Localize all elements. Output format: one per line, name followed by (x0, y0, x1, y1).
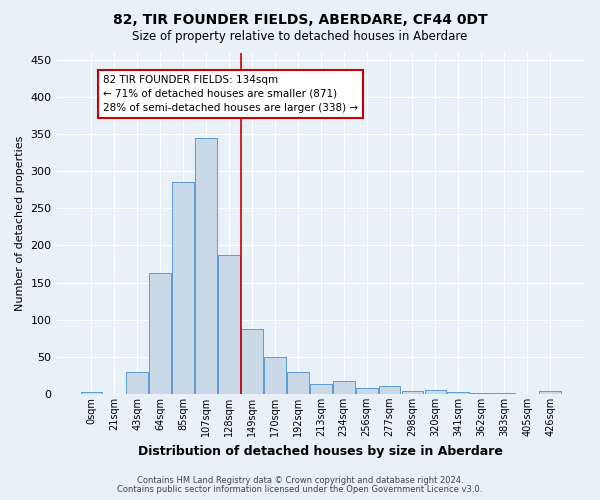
Text: Contains HM Land Registry data © Crown copyright and database right 2024.: Contains HM Land Registry data © Crown c… (137, 476, 463, 485)
Bar (401, 391, 424, 394)
Text: 82, TIR FOUNDER FIELDS, ABERDARE, CF44 0DT: 82, TIR FOUNDER FIELDS, ABERDARE, CF44 0… (113, 12, 487, 26)
Text: 82 TIR FOUNDER FIELDS: 134sqm
← 71% of detached houses are smaller (871)
28% of : 82 TIR FOUNDER FIELDS: 134sqm ← 71% of d… (103, 75, 358, 113)
Text: Size of property relative to detached houses in Aberdare: Size of property relative to detached ho… (133, 30, 467, 43)
Bar (149, 273, 171, 394)
Bar (425, 390, 446, 394)
X-axis label: Distribution of detached houses by size in Aberdare: Distribution of detached houses by size … (139, 444, 503, 458)
Bar (356, 388, 377, 394)
Bar (379, 386, 400, 394)
Bar (493, 393, 515, 394)
Text: Contains public sector information licensed under the Open Government Licence v3: Contains public sector information licen… (118, 485, 482, 494)
Bar (127, 372, 148, 394)
Bar (539, 391, 561, 394)
Bar (218, 255, 240, 394)
Bar (172, 182, 194, 394)
Bar (333, 380, 355, 394)
Y-axis label: Number of detached properties: Number of detached properties (15, 136, 25, 311)
Bar (448, 392, 469, 394)
Bar (195, 138, 217, 394)
Bar (80, 392, 103, 394)
Bar (287, 372, 309, 394)
Bar (470, 393, 492, 394)
Bar (264, 357, 286, 394)
Bar (241, 328, 263, 394)
Bar (310, 384, 332, 394)
